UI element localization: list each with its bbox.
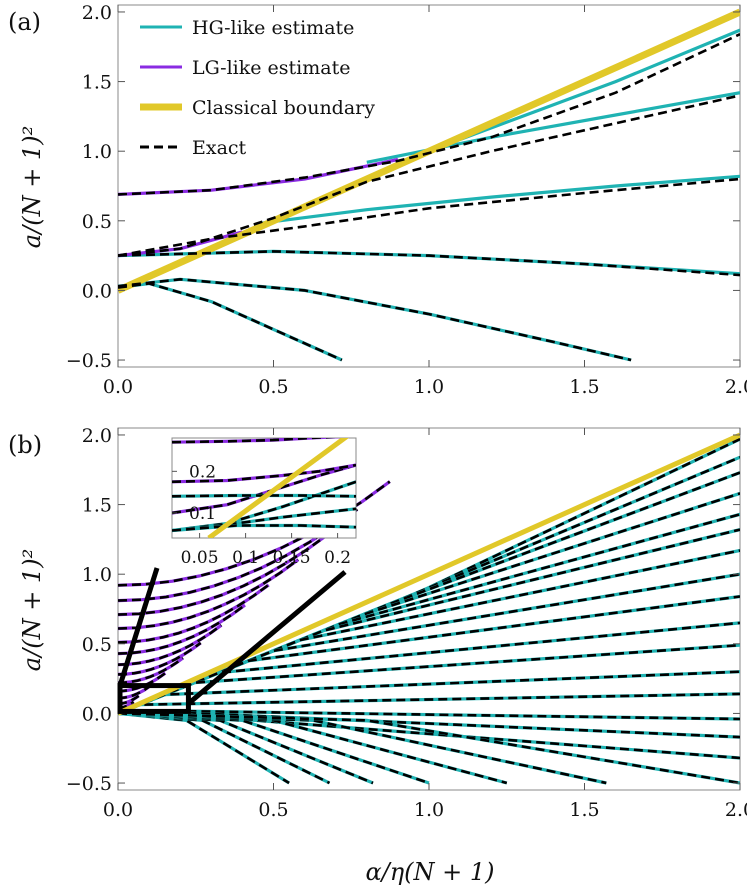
x-tick-label-b: 1.0 (414, 799, 444, 821)
x-tick-label-b: 0.0 (103, 799, 133, 821)
inset-curve-exact-4 (172, 507, 356, 532)
panel-a-ylabel: a/(N + 1)² (18, 126, 46, 248)
x-tick-label-b: 0.5 (258, 799, 288, 821)
panel-a-series (118, 8, 740, 362)
upper-branch-exact-5 (118, 604, 246, 655)
panel-a-label: (a) (8, 8, 41, 36)
inset-x-tick-label: 0.1 (232, 548, 259, 568)
upper-branch-exact-7 (118, 641, 202, 676)
inset-x-tick-label: 0.15 (273, 548, 311, 568)
inset-curve-exact-2 (172, 463, 356, 484)
y-tick-label-b: 0.0 (82, 703, 112, 725)
upper-branch-exact-3 (118, 558, 299, 630)
panel-b-label: (b) (8, 431, 42, 459)
inset-curve-exact-6 (172, 524, 356, 532)
inset-y-tick-label: 0.1 (189, 504, 216, 524)
inset: 0.05 0.1 0.15 0.2 0.1 0.2 (171, 437, 357, 568)
y-tick-label-b: 1.0 (82, 564, 112, 586)
legend-classical-label: Classical boundary (192, 97, 375, 119)
panel-b: 0.0 0.5 1.0 1.5 2.0 −0.5 0.0 0.5 1.0 1.5 2.0 (b) a… (8, 425, 747, 886)
inset-classical-boundary (207, 438, 349, 538)
y-tick-label-a: 2.0 (82, 2, 112, 24)
y-tick-label-a: −0.5 (66, 350, 112, 372)
series-hg-like-estimate-5 (118, 281, 343, 362)
y-tick-label-a: 0.0 (82, 280, 112, 302)
panel-a-ticks: 0.0 0.5 1.0 1.5 2.0 −0.5 0.0 0.5 1.0 1.5 2.0 (66, 2, 747, 398)
fan-right-exact-6 (118, 549, 740, 715)
x-tick-label-b: 2.0 (725, 799, 747, 821)
x-tick-label-a: 1.0 (414, 376, 444, 398)
y-tick-label-a: 1.5 (82, 72, 112, 94)
inset-y-tick-label: 0.2 (189, 462, 216, 482)
x-tick-label-a: 2.0 (725, 376, 747, 398)
inset-curve-exact-5 (172, 494, 356, 498)
series-exact-0 (118, 33, 740, 196)
legend-lg-label: LG-like estimate (192, 57, 350, 79)
upper-branch-exact-4 (118, 583, 270, 644)
y-tick-label-a: 0.5 (82, 211, 112, 233)
y-tick-label-b: 0.5 (82, 634, 112, 656)
fan-down-exact-3 (118, 712, 430, 785)
series-exact-3 (118, 250, 740, 277)
fan-right-exact-4 (118, 513, 740, 715)
upper-branch-exact-9 (118, 672, 167, 693)
series-exact-2 (118, 177, 740, 257)
fan-down-exact-5 (118, 712, 607, 785)
series-lg-like-estimate-0 (118, 157, 399, 196)
fan-down-estimate-0 (118, 711, 290, 785)
upper-branch-estimate-2 (118, 533, 329, 617)
upper-branch-exact-10 (118, 684, 152, 700)
series-classical-boundary-0 (118, 8, 740, 294)
inset-ticks: 0.05 0.1 0.15 0.2 0.1 0.2 (172, 462, 351, 568)
legend-hg-label: HG-like estimate (192, 17, 354, 39)
y-tick-label-b: 2.0 (82, 425, 112, 447)
legend: HG-like estimate LG-like estimate Classi… (140, 17, 375, 159)
series-hg-like-estimate-4 (118, 277, 632, 362)
fan-down-estimate-6 (118, 711, 740, 785)
zoom-connector-left (117, 567, 160, 687)
series-exact-5 (118, 282, 343, 362)
x-tick-label-a: 0.5 (258, 376, 288, 398)
zoom-box (117, 683, 191, 714)
x-tick-label-b: 1.5 (569, 799, 599, 821)
panel-b-ylabel: a/(N + 1)² (18, 549, 46, 671)
zoom-indicator (117, 567, 347, 714)
y-tick-label-a: 1.0 (82, 141, 112, 163)
upper-branch-exact-6 (118, 624, 223, 666)
series-exact-4 (118, 278, 632, 362)
inset-curve-exact-1 (172, 438, 339, 444)
inset-series (172, 438, 356, 538)
legend-exact-label: Exact (192, 137, 247, 159)
inset-x-tick-label: 0.2 (324, 548, 351, 568)
inset-x-tick-label: 0.05 (181, 548, 219, 568)
classical-boundary-b (118, 432, 740, 716)
x-tick-label-a: 0.0 (103, 376, 133, 398)
y-tick-label-b: −0.5 (66, 773, 112, 795)
x-tick-label-a: 1.5 (569, 376, 599, 398)
fan-right-estimate-11 (118, 670, 740, 715)
y-tick-label-b: 1.5 (82, 495, 112, 517)
inset-curve-exact-3 (172, 480, 356, 532)
fan-right-exact-7 (118, 572, 740, 715)
panel-a: 0.0 0.5 1.0 1.5 2.0 −0.5 0.0 0.5 1.0 1.5 2.0 (a) a… (8, 2, 747, 398)
upper-branch-exact-8 (118, 656, 184, 685)
panel-b-ticks: 0.0 0.5 1.0 1.5 2.0 −0.5 0.0 0.5 1.0 1.5 2.0 (66, 425, 747, 821)
fan-down-exact-0 (118, 712, 290, 785)
series-hg-like-estimate-2 (257, 174, 740, 226)
zoom-connector-right (186, 570, 347, 706)
x-axis-label: α/η(N + 1) (365, 858, 494, 886)
upper-branch-exact-2 (118, 533, 329, 616)
series-exact-1 (118, 94, 740, 257)
